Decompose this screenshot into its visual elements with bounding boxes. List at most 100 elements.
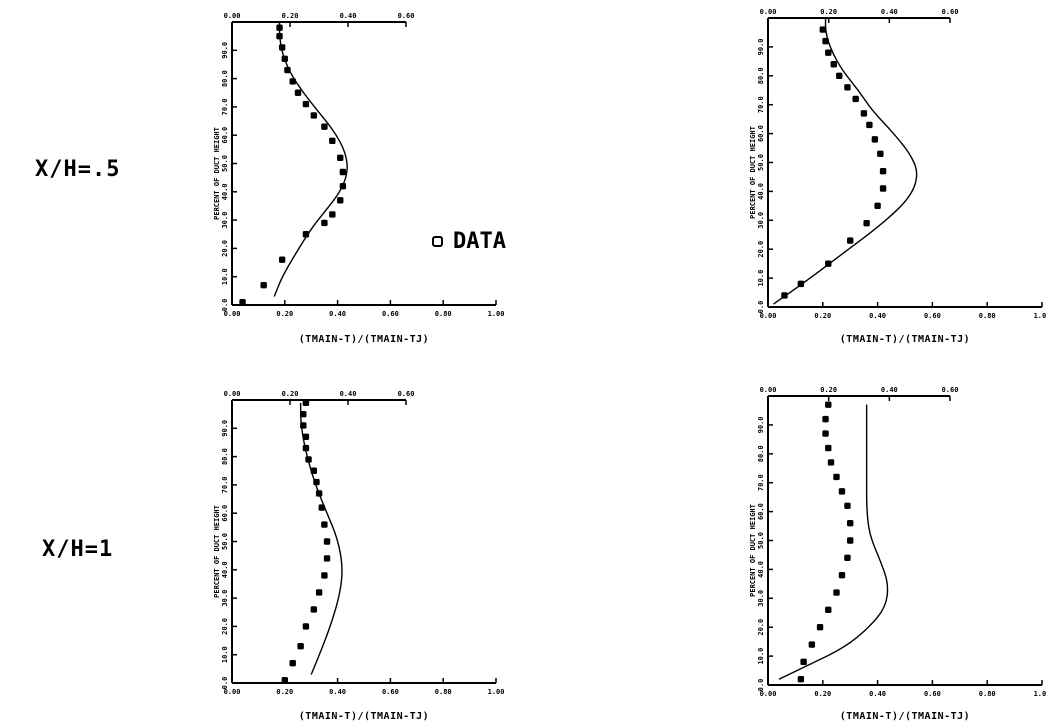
data-point: [830, 61, 837, 68]
top-tick-label: 0.20: [282, 390, 299, 398]
top-tick-label: 0.60: [942, 386, 959, 394]
data-point: [838, 488, 846, 495]
data-point: [321, 219, 328, 227]
y-tick-label: 50.0: [757, 154, 765, 171]
top-tick-label: 0.40: [340, 390, 357, 398]
y-tick-label: 10.0: [757, 270, 765, 287]
x-tick-label: 0.00: [760, 690, 777, 698]
data-point: [827, 459, 835, 466]
prediction-curve: [778, 404, 889, 680]
data-point: [879, 185, 887, 192]
data-point: [302, 623, 310, 630]
y-tick-label: 10.0: [221, 646, 229, 663]
y-tick-label: 80.0: [757, 445, 765, 462]
y-tick-label: 40.0: [221, 561, 229, 578]
x-tick-label: 0.60: [382, 688, 399, 696]
x-tick-label: 0.20: [814, 690, 831, 698]
data-point: [852, 95, 859, 103]
y-tick-label: 30.0: [221, 590, 229, 607]
data-point: [260, 281, 267, 289]
data-point: [800, 658, 807, 666]
y-tick-label: 0.0: [221, 677, 229, 690]
y-tick-label: 70.0: [221, 98, 229, 115]
y-axis-title: PERCENT OF DUCT HEIGHT: [213, 127, 221, 220]
data-point: [847, 237, 854, 244]
data-point: [239, 298, 246, 306]
data-point: [321, 572, 328, 579]
data-point: [297, 643, 304, 650]
x-tick-label: 1.00: [488, 688, 505, 696]
x-axis-title: (TMAIN-T)/(TMAIN-TJ): [840, 334, 970, 345]
x-tick-label: 0.40: [329, 310, 346, 318]
prediction-curve: [773, 18, 918, 305]
top-tick-label: 0.60: [398, 390, 415, 398]
x-tick-label: 0.20: [814, 312, 831, 320]
data-point: [847, 537, 854, 544]
data-point: [833, 589, 840, 596]
y-tick-label: 50.0: [221, 533, 229, 550]
data-point: [833, 473, 840, 481]
data-point: [294, 89, 302, 96]
x-tick-label: 0.20: [276, 310, 293, 318]
y-tick-label: 0.0: [221, 299, 229, 312]
y-tick-label: 80.0: [221, 448, 229, 465]
data-point: [329, 211, 336, 218]
data-point: [310, 606, 318, 613]
data-point: [836, 72, 843, 79]
data-point: [863, 219, 870, 227]
top-tick-label: 0.20: [820, 386, 837, 394]
y-tick-label: 70.0: [757, 96, 765, 113]
x-axis-title: (TMAIN-T)/(TMAIN-TJ): [299, 334, 429, 345]
data-point: [281, 676, 288, 684]
data-point: [816, 624, 824, 631]
data-point: [808, 641, 816, 648]
chart-xh05-right: 0.00 0.20 0.40 0.60 0.80 1.00 0.00 0.20 0.40 0.60…: [749, 8, 1046, 345]
y-tick-label: 10.0: [221, 268, 229, 285]
x-tick-label: 0.60: [924, 312, 941, 320]
data-point: [874, 202, 881, 210]
y-tick-label: 30.0: [221, 212, 229, 229]
legend-label: DATA: [453, 229, 506, 254]
data-point: [315, 589, 323, 596]
top-tick-label: 0.40: [340, 12, 357, 20]
y-tick-label: 40.0: [757, 183, 765, 200]
y-axis-title: PERCENT OF DUCT HEIGHT: [749, 504, 757, 597]
data-point: [323, 555, 331, 562]
data-point: [310, 112, 318, 119]
x-tick-label: 0.00: [224, 688, 241, 696]
data-point: [337, 197, 344, 204]
x-axis-title: (TMAIN-T)/(TMAIN-TJ): [840, 711, 970, 722]
data-point: [847, 519, 854, 527]
data-point: [339, 168, 347, 176]
row-label-xh-05: X/H=.5: [35, 157, 121, 182]
y-tick-label: 90.0: [221, 420, 229, 437]
x-tick-label: 0.00: [224, 310, 241, 318]
data-point: [822, 415, 829, 423]
x-tick-label: 1.00: [1034, 690, 1046, 698]
data-point: [825, 49, 832, 56]
data-point: [337, 154, 344, 162]
top-tick-label: 0.40: [881, 386, 898, 394]
y-tick-label: 60.0: [221, 127, 229, 144]
data-point: [797, 676, 805, 683]
top-tick-label: 0.20: [282, 12, 299, 20]
y-tick-label: 80.0: [757, 67, 765, 84]
x-tick-label: 0.40: [869, 312, 886, 320]
y-tick-label: 70.0: [221, 476, 229, 493]
x-tick-label: 0.80: [435, 688, 452, 696]
y-tick-label: 90.0: [757, 416, 765, 433]
y-tick-label: 70.0: [757, 474, 765, 491]
data-point: [838, 571, 846, 579]
x-tick-label: 0.80: [979, 312, 996, 320]
x-tick-label: 0.60: [382, 310, 399, 318]
y-tick-label: 60.0: [757, 503, 765, 520]
data-point: [329, 137, 336, 145]
y-tick-label: 10.0: [757, 648, 765, 665]
top-tick-label: 0.20: [820, 8, 837, 16]
x-tick-label: 0.60: [924, 690, 941, 698]
y-tick-label: 0.0: [757, 679, 765, 692]
x-tick-label: 0.40: [869, 690, 886, 698]
prediction-curve: [273, 22, 348, 297]
y-tick-label: 30.0: [757, 212, 765, 229]
y-tick-label: 60.0: [221, 505, 229, 522]
